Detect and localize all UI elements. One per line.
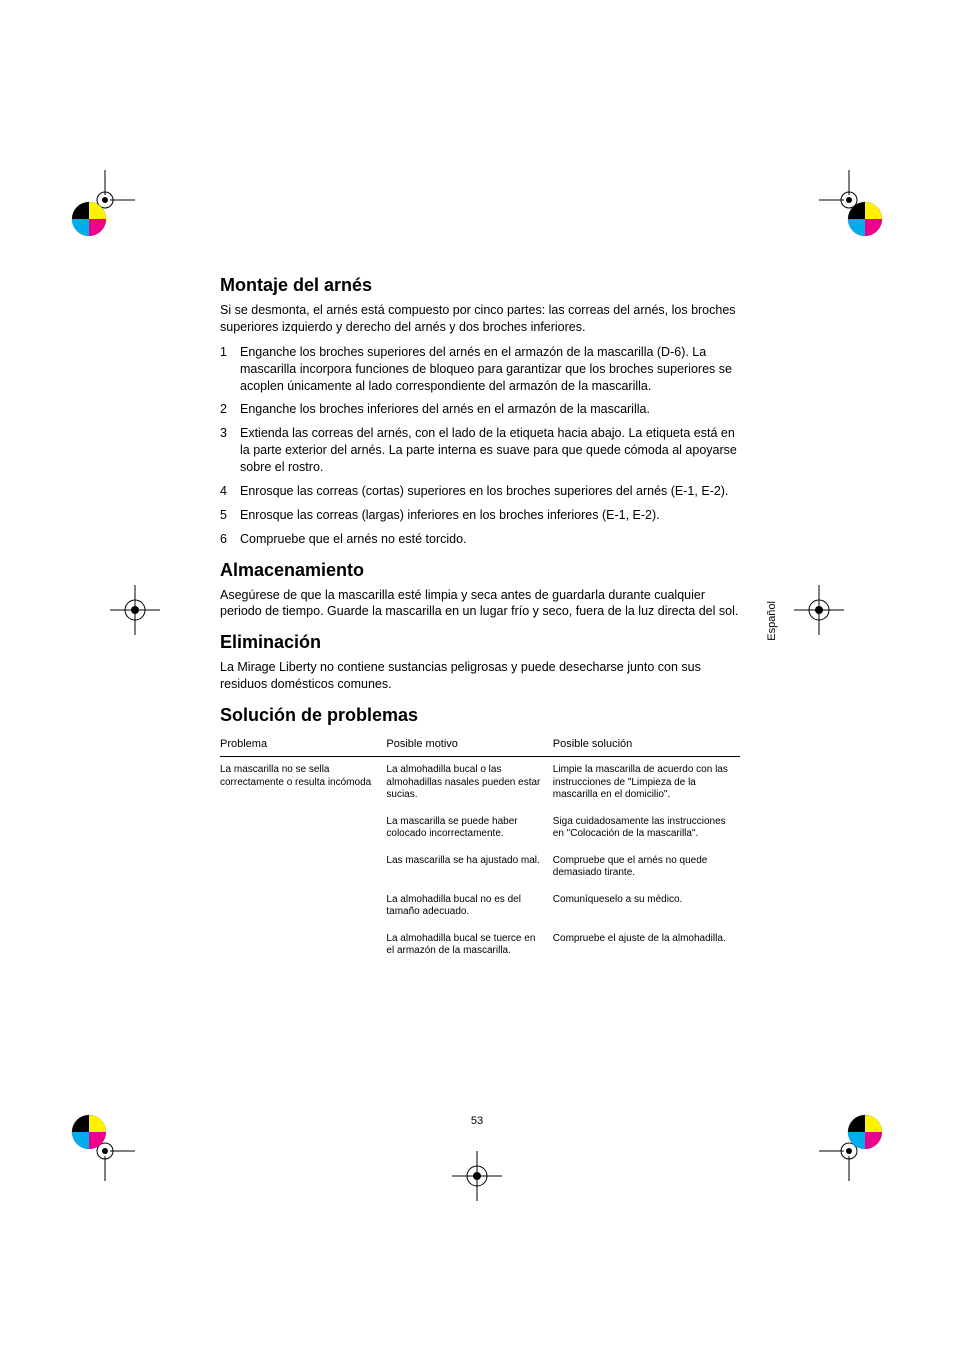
list-item-text: Enganche los broches superiores del arné… (240, 345, 732, 393)
table-cell-problem (220, 809, 386, 848)
troubleshoot-table: Problema Posible motivo Posible solución… (220, 734, 740, 965)
table-cell-solution: Siga cuidadosamente las instrucciones en… (553, 809, 740, 848)
page-content: Montaje del arnés Si se desmonta, el arn… (220, 275, 740, 965)
list-number: 3 (220, 425, 227, 442)
table-cell-problem (220, 926, 386, 965)
list-number: 5 (220, 507, 227, 524)
table-cell-cause: La almohadilla bucal o las almohadillas … (386, 757, 552, 809)
table-header-solution: Posible solución (553, 734, 740, 757)
page-number: 53 (471, 1115, 483, 1127)
table-header-problem: Problema (220, 734, 386, 757)
table-cell-cause: La almohadilla bucal se tuerce en el arm… (386, 926, 552, 965)
table-cell-cause: La almohadilla bucal no es del tamaño ad… (386, 887, 552, 926)
list-item-text: Enrosque las correas (cortas) superiores… (240, 484, 728, 498)
table-header-cause: Posible motivo (386, 734, 552, 757)
table-cell-solution: Compruebe el ajuste de la almohadilla. (553, 926, 740, 965)
table-cell-problem (220, 848, 386, 887)
table-cell-problem (220, 887, 386, 926)
section-heading-eliminacion: Eliminación (220, 632, 740, 653)
table-cell-problem: La mascarilla no se sella correctamente … (220, 757, 386, 809)
list-item: 3 Extienda las correas del arnés, con el … (220, 425, 740, 476)
list-number: 4 (220, 483, 227, 500)
list-item: 4 Enrosque las correas (cortas) superiore… (220, 483, 740, 500)
table-row: La almohadilla bucal se tuerce en el arm… (220, 926, 740, 965)
section-body-eliminacion: La Mirage Liberty no contiene sustancias… (220, 659, 740, 693)
table-row: Las mascarilla se ha ajustado mal. Compr… (220, 848, 740, 887)
section-heading-solucion: Solución de problemas (220, 705, 740, 726)
list-number: 2 (220, 401, 227, 418)
table-cell-solution: Comuníqueselo a su médico. (553, 887, 740, 926)
table-header-row: Problema Posible motivo Posible solución (220, 734, 740, 757)
list-item: 5 Enrosque las correas (largas) inferiore… (220, 507, 740, 524)
list-item-text: Extienda las correas del arnés, con el l… (240, 426, 737, 474)
color-chip-bottom-right (846, 1113, 884, 1151)
reg-mark-right (794, 585, 844, 635)
list-item-text: Enganche los broches inferiores del arné… (240, 402, 650, 416)
section-body-almacenamiento: Asegúrese de que la mascarilla esté limp… (220, 587, 740, 621)
list-item: 2 Enganche los broches inferiores del arn… (220, 401, 740, 418)
list-number: 6 (220, 531, 227, 548)
table-cell-cause: Las mascarilla se ha ajustado mal. (386, 848, 552, 887)
color-chip-bottom-left (70, 1113, 108, 1151)
reg-mark-bottom (452, 1151, 502, 1201)
table-cell-solution: Limpie la mascarilla de acuerdo con las … (553, 757, 740, 809)
table-row: La mascarilla se puede haber colocado in… (220, 809, 740, 848)
table-row: La almohadilla bucal no es del tamaño ad… (220, 887, 740, 926)
language-tab: Español (766, 601, 778, 641)
table-cell-solution: Compruebe que el arnés no quede demasiad… (553, 848, 740, 887)
reg-mark-left (110, 585, 160, 635)
list-number: 1 (220, 344, 227, 361)
table-cell-cause: La mascarilla se puede haber colocado in… (386, 809, 552, 848)
section-intro-montaje: Si se desmonta, el arnés está compuesto … (220, 302, 740, 336)
table-row: La mascarilla no se sella correctamente … (220, 757, 740, 809)
section-heading-almacenamiento: Almacenamiento (220, 560, 740, 581)
list-item-text: Enrosque las correas (largas) inferiores… (240, 508, 660, 522)
color-chip-top-left (70, 200, 108, 238)
montaje-steps-list: 1 Enganche los broches superiores del arn… (220, 344, 740, 548)
section-heading-montaje: Montaje del arnés (220, 275, 740, 296)
list-item: 6 Compruebe que el arnés no esté torcido. (220, 531, 740, 548)
list-item-text: Compruebe que el arnés no esté torcido. (240, 532, 467, 546)
color-chip-top-right (846, 200, 884, 238)
list-item: 1 Enganche los broches superiores del arn… (220, 344, 740, 395)
